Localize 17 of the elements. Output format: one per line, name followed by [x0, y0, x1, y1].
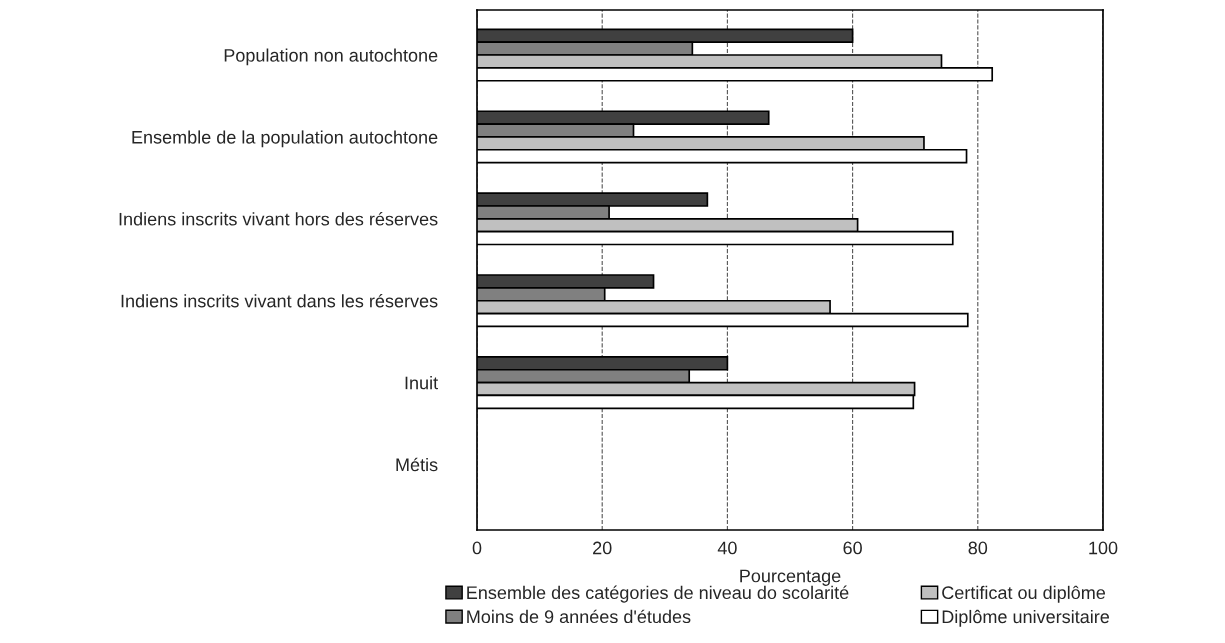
legend-label: Ensemble des catégories de niveau do scolarité	[467, 585, 849, 603]
y-tick-label: Indiens inscrits vivant dans les réserves	[121, 293, 438, 308]
legend-label: Diplôme universitaire	[942, 609, 1110, 627]
legend-label: Moins de 9 années d'études	[467, 609, 691, 624]
x-tick-label: 40	[717, 541, 737, 555]
y-tick-label: Indiens inscrits vivant hors des réserves	[119, 212, 438, 226]
x-tick-label: 100	[1089, 541, 1118, 555]
x-tick-label: 0	[472, 541, 482, 555]
y-tick-label: Population non autochtone	[224, 48, 438, 66]
x-tick-label: 60	[843, 541, 862, 555]
y-tick-label: Ensemble de la population autochtone	[132, 130, 438, 148]
x-tick-label: 80	[968, 541, 988, 555]
y-tick-label: Inuit	[405, 376, 438, 390]
x-axis-title: Pourcentage	[740, 569, 841, 586]
y-tick-label: Métis	[396, 457, 438, 472]
x-tick-label: 20	[593, 541, 612, 555]
legend-label: Certificat ou diplôme	[942, 585, 1106, 603]
